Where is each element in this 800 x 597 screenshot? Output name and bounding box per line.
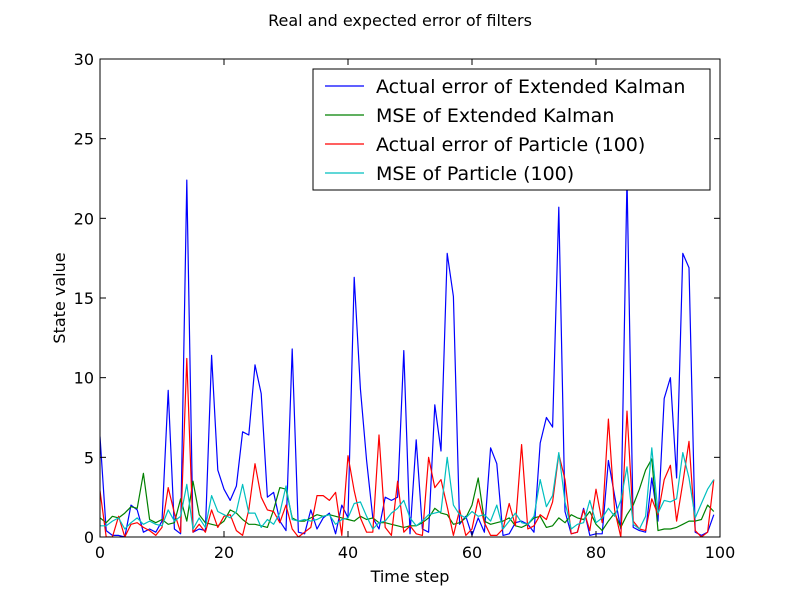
series-layer bbox=[100, 177, 715, 537]
y-axis-label: State value bbox=[50, 252, 69, 343]
series-line-1 bbox=[100, 177, 715, 537]
x-tick-label: 100 bbox=[705, 543, 736, 562]
legend-label-1: Actual error of Extended Kalman bbox=[376, 76, 685, 98]
legend-label-2: MSE of Extended Kalman bbox=[376, 105, 614, 127]
y-tick-label: 10 bbox=[74, 369, 94, 388]
x-tick-label: 80 bbox=[586, 543, 606, 562]
tick-layer: 0 20 40 60 80 100 0 5 10 15 20 25 30 bbox=[74, 50, 736, 562]
y-tick-label: 0 bbox=[84, 528, 94, 547]
y-tick-label: 5 bbox=[84, 448, 94, 467]
y-tick-label: 25 bbox=[74, 130, 94, 149]
chart-title: Real and expected error of filters bbox=[268, 11, 532, 30]
series-line-2 bbox=[100, 458, 715, 532]
series-line-4 bbox=[100, 447, 715, 530]
y-tick-label: 20 bbox=[74, 209, 94, 228]
legend-label-3: Actual error of Particle (100) bbox=[376, 134, 645, 156]
legend-frame bbox=[312, 68, 711, 191]
x-tick-label: 60 bbox=[462, 543, 482, 562]
legend-label-4: MSE of Particle (100) bbox=[376, 163, 574, 185]
legend: Actual error of Extended Kalman MSE of Ex… bbox=[312, 68, 711, 191]
x-tick-label: 20 bbox=[214, 543, 234, 562]
y-tick-label: 30 bbox=[74, 50, 94, 69]
x-tick-label: 0 bbox=[95, 543, 105, 562]
series-line-3 bbox=[100, 357, 715, 537]
y-tick-label: 15 bbox=[74, 289, 94, 308]
x-axis-label: Time step bbox=[370, 567, 450, 586]
x-tick-label: 40 bbox=[338, 543, 358, 562]
